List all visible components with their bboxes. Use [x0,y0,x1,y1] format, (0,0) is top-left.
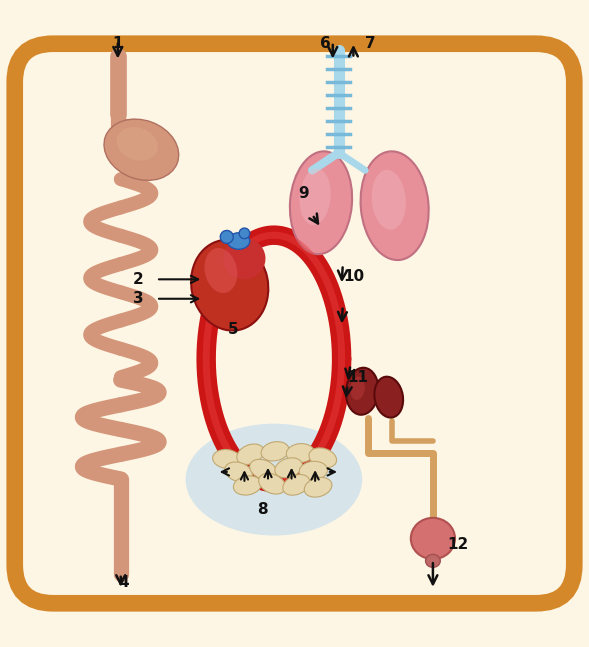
Text: 11: 11 [348,370,369,385]
Ellipse shape [223,238,266,280]
Text: 3: 3 [133,291,144,306]
Ellipse shape [300,169,330,225]
Ellipse shape [191,240,269,331]
Text: 1: 1 [112,36,123,51]
Ellipse shape [239,228,250,239]
Ellipse shape [186,424,362,536]
Ellipse shape [283,474,310,495]
Text: 8: 8 [257,501,267,516]
Ellipse shape [360,151,429,260]
Ellipse shape [309,448,336,468]
Text: 2: 2 [133,272,144,287]
Ellipse shape [375,377,403,417]
Ellipse shape [237,444,264,465]
Ellipse shape [305,477,332,497]
Text: 4: 4 [118,575,129,590]
Ellipse shape [117,127,158,160]
Ellipse shape [233,476,262,495]
Ellipse shape [372,170,406,230]
Ellipse shape [250,459,277,480]
Ellipse shape [286,444,315,463]
Ellipse shape [261,442,289,461]
Text: 9: 9 [298,186,309,201]
Ellipse shape [213,450,241,468]
Ellipse shape [225,462,252,482]
Ellipse shape [346,367,379,415]
Ellipse shape [290,151,352,254]
Ellipse shape [220,230,233,243]
Ellipse shape [350,377,365,400]
Ellipse shape [104,119,178,181]
Text: 12: 12 [448,537,469,552]
Ellipse shape [204,248,237,293]
Ellipse shape [259,474,286,494]
Text: 5: 5 [227,322,238,337]
Ellipse shape [275,458,302,477]
Ellipse shape [227,233,250,249]
Text: 6: 6 [320,36,330,51]
Text: 10: 10 [343,269,364,284]
FancyBboxPatch shape [15,44,574,603]
Ellipse shape [299,461,327,480]
Ellipse shape [425,554,441,567]
Text: 7: 7 [365,36,375,51]
Ellipse shape [411,518,455,559]
